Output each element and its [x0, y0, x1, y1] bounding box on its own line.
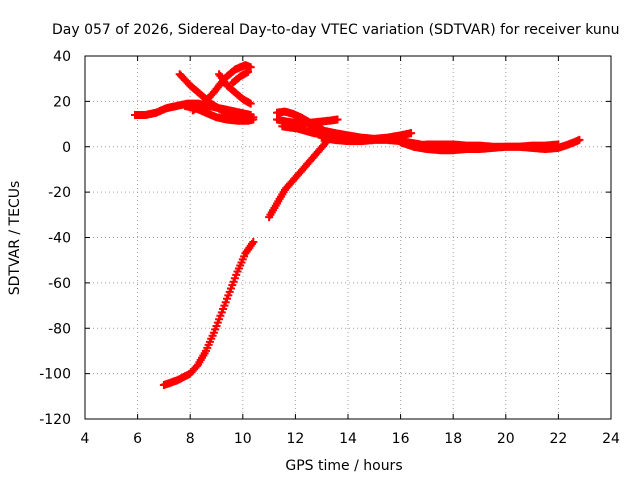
data-series [131, 61, 584, 389]
data-points [265, 133, 334, 222]
x-tick-label: 14 [339, 431, 357, 447]
x-axis-label: GPS time / hours [285, 458, 402, 474]
x-tick-label: 4 [81, 431, 90, 447]
x-tick-label: 22 [549, 431, 567, 447]
data-points [409, 140, 563, 151]
y-tick-label: -60 [48, 276, 71, 292]
x-tick-label: 10 [234, 431, 252, 447]
x-tick-label: 16 [392, 431, 410, 447]
y-tick-label: -80 [48, 321, 71, 337]
data-points [273, 115, 342, 127]
series-track-h [265, 133, 334, 222]
x-tick-label: 12 [286, 431, 304, 447]
y-tick-label: 40 [53, 49, 71, 65]
series-track-f [228, 67, 253, 88]
y-tick-label: -20 [48, 185, 71, 201]
y-tick-label: 20 [53, 94, 71, 110]
x-tick-label: 24 [602, 431, 620, 447]
x-tick-label: 18 [444, 431, 462, 447]
y-axis: -120 -100 -80 -60 -40 -20 0 20 40 [39, 49, 611, 428]
y-tick-label: -100 [39, 367, 71, 383]
x-tick-label: 8 [186, 431, 195, 447]
y-tick-label: -120 [39, 412, 71, 428]
series-track-j [273, 115, 342, 127]
series-track-g [159, 238, 258, 389]
data-points [215, 70, 255, 108]
data-points [228, 67, 253, 88]
x-axis: 4 6 8 10 12 14 16 18 20 22 24 [81, 56, 620, 447]
x-tick-label: 20 [497, 431, 515, 447]
series-track-e [215, 70, 255, 108]
chart-title: Day 057 of 2026, Sidereal Day-to-day VTE… [52, 22, 620, 38]
y-axis-label: SDTVAR / TECUs [7, 181, 23, 296]
data-points [159, 238, 258, 389]
x-tick-label: 6 [133, 431, 142, 447]
series-track-o [409, 140, 563, 151]
y-tick-label: -40 [48, 231, 71, 247]
y-tick-label: 0 [62, 140, 71, 156]
